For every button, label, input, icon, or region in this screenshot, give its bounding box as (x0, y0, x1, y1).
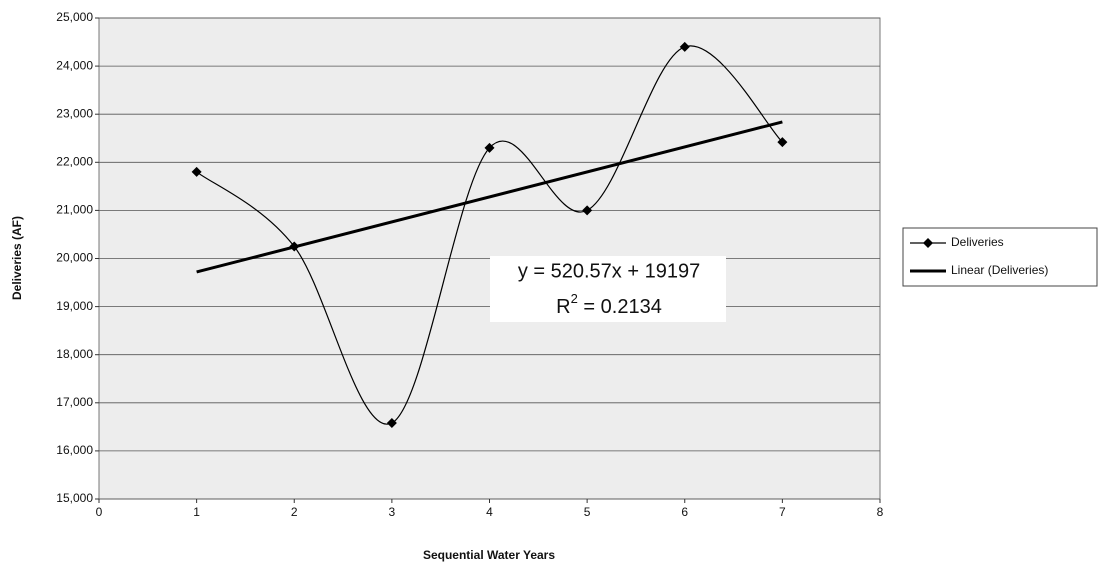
y-tick-label: 17,000 (56, 395, 93, 409)
x-tick-label: 5 (584, 505, 591, 519)
legend-box (902, 227, 1098, 287)
x-tick-label: 2 (291, 505, 298, 519)
y-tick-label: 22,000 (56, 154, 93, 168)
legend-label: Deliveries (951, 235, 1004, 249)
y-tick-label: 20,000 (56, 251, 93, 265)
series-layer (191, 41, 788, 429)
y-axis-title: Deliveries (AF) (10, 216, 24, 300)
r-base: R (556, 296, 570, 318)
x-tick-label: 1 (193, 505, 200, 519)
x-tick-label: 8 (877, 505, 884, 519)
y-tick-label: 18,000 (56, 347, 93, 361)
series-line (196, 45, 783, 425)
series-line (196, 120, 783, 274)
x-tick-label: 4 (486, 505, 493, 519)
y-tick-label: 24,000 (56, 58, 93, 72)
marker (679, 41, 690, 52)
x-tick-label: 6 (681, 505, 688, 519)
legend-label: Linear (Deliveries) (951, 263, 1048, 277)
y-tick-label: 23,000 (56, 106, 93, 120)
r-sup: 2 (571, 291, 578, 306)
x-tick-label: 3 (389, 505, 396, 519)
marker (386, 418, 397, 429)
y-tick-label: 16,000 (56, 443, 93, 457)
x-tick-label: 7 (779, 505, 786, 519)
r-rest: = 0.2134 (578, 296, 662, 318)
x-tick-label: 0 (96, 505, 103, 519)
marker (484, 142, 495, 153)
marker (191, 166, 202, 177)
y-tick-label: 19,000 (56, 299, 93, 313)
r-squared: R2 = 0.2134 (556, 291, 662, 318)
marker (582, 205, 593, 216)
marker (777, 137, 788, 148)
y-tick-label: 25,000 (56, 10, 93, 24)
y-tick-label: 15,000 (56, 491, 93, 505)
marker (923, 238, 933, 248)
trend-equation: y = 520.57x + 19197 (518, 260, 700, 282)
y-tick-label: 21,000 (56, 203, 93, 217)
x-axis-title: Sequential Water Years (423, 548, 555, 562)
legend: Deliveries Linear (Deliveries) (902, 227, 1098, 287)
grid: 15,000 16,000 17,000 18,000 19,000 20,000 21,0… (56, 10, 883, 519)
equation-box (490, 256, 726, 322)
